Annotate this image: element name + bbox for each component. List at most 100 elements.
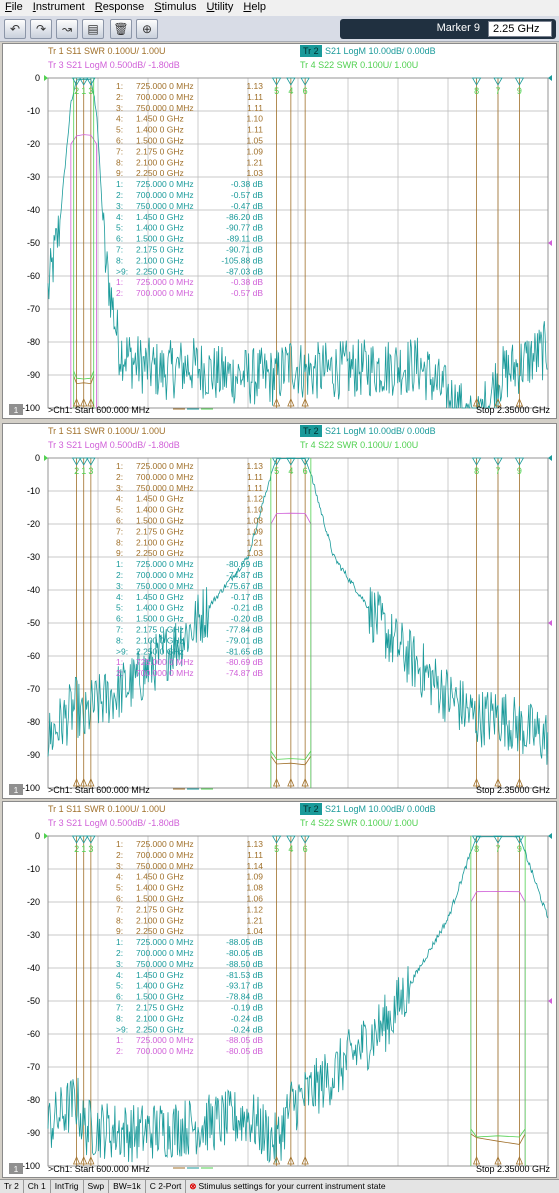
- marker-readout-index: 2:: [116, 190, 123, 200]
- marker-add-icon[interactable]: ↝: [56, 19, 78, 39]
- marker-readout-value: -93.17 dB: [226, 981, 263, 991]
- menu-instrument[interactable]: Instrument: [32, 1, 85, 13]
- menu-stimulus[interactable]: Stimulus: [154, 1, 197, 13]
- marker-readout-value: 1.06: [246, 894, 263, 904]
- marker-readout-frequency: 750.000 0 MHz: [136, 581, 194, 591]
- channel-window-3[interactable]: Tr 1 S11 SWR 0.100U/ 1.00U Tr 3 S21 LogM …: [2, 801, 557, 1178]
- marker-readout-value: 1.11: [247, 483, 263, 493]
- redo-icon[interactable]: ↷: [30, 19, 52, 39]
- marker-readout-frequency: 1.400 0 GHz: [136, 981, 184, 991]
- y-tick-label: 0: [35, 453, 40, 463]
- marker-readout-index: 8:: [116, 537, 123, 547]
- marker-readout-index: 9:: [116, 168, 123, 178]
- zoom-icon[interactable]: ⊕: [136, 19, 158, 39]
- channel-window-2[interactable]: Tr 1 S11 SWR 0.100U/ 1.00U Tr 3 S21 LogM …: [2, 423, 557, 799]
- status-cell[interactable]: Tr 2: [0, 1180, 24, 1193]
- marker-readout-value: 1.11: [247, 125, 263, 135]
- marker-value-input[interactable]: 2.25 GHz: [488, 21, 552, 37]
- status-cell[interactable]: IntTrig: [51, 1180, 84, 1193]
- marker-readout-value: -78.84 dB: [226, 992, 263, 1002]
- y-tick-label: -70: [27, 304, 40, 314]
- menu-response[interactable]: Response: [94, 1, 145, 13]
- marker-readout-frequency: 1.500 0 GHz: [136, 992, 184, 1002]
- marker-triangle-icon: [286, 835, 296, 844]
- y-tick-label: -90: [27, 1128, 40, 1138]
- y-tick-label: -40: [27, 585, 40, 595]
- marker-readout-value: -77.84 dB: [226, 625, 263, 635]
- marker-readout-frequency: 1.450 0 GHz: [136, 592, 184, 602]
- marker-readout-index: 2:: [116, 570, 123, 580]
- marker-triangle-icon: [86, 457, 96, 466]
- status-cell[interactable]: BW=1k: [109, 1180, 146, 1193]
- marker-readout-index: 1:: [116, 839, 123, 849]
- marker-readout-index: 7:: [116, 146, 123, 156]
- status-cell[interactable]: Ch 1: [24, 1180, 51, 1193]
- marker-triangle-icon: [272, 397, 281, 407]
- marker-triangle-icon: [471, 77, 482, 86]
- y-tick-label: 0: [35, 73, 40, 83]
- trace-2-badge-label: Tr 2: [303, 46, 319, 56]
- marker-control: Marker 9 2.25 GHz: [340, 19, 556, 39]
- marker-readout-frequency: 750.000 0 MHz: [136, 201, 194, 211]
- menu-utility[interactable]: Utility: [206, 1, 234, 13]
- marker-readout-index: 1:: [116, 81, 123, 91]
- y-tick-label: -30: [27, 552, 40, 562]
- menu-file[interactable]: File: [5, 1, 23, 13]
- marker-number: 1: [81, 86, 86, 96]
- y-tick-label: -100: [22, 783, 40, 793]
- undo-icon[interactable]: ↶: [4, 19, 26, 39]
- marker-readout-value: 1.05: [246, 136, 263, 146]
- marker-readout-frequency: 1.400 0 GHz: [136, 223, 184, 233]
- channel-plot: Tr 1 S11 SWR 0.100U/ 1.00U Tr 3 S21 LogM …: [3, 424, 556, 798]
- marker-readout-value: 1.21: [246, 915, 263, 925]
- marker-readout-index: 9:: [116, 926, 123, 936]
- marker-readout-value: -81.65 dB: [226, 646, 263, 656]
- channel-window-1[interactable]: Tr 1 S11 SWR 0.100U/ 1.00U Tr 3 S21 LogM …: [2, 43, 557, 419]
- marker-readout-value: 1.08: [246, 883, 263, 893]
- marker-triangle-icon: [514, 457, 525, 466]
- marker-readout-index: 6:: [116, 894, 123, 904]
- marker-readout-value: 1.13: [246, 839, 263, 849]
- status-cell[interactable]: C 2-Port: [146, 1180, 187, 1193]
- marker-readout-index: 2:: [116, 668, 123, 678]
- marker-number: 8: [474, 466, 479, 476]
- trash-icon[interactable]: 🗑: [110, 19, 132, 39]
- marker-triangle-icon: [472, 1155, 481, 1165]
- marker-readout-value: -0.21 dB: [231, 603, 263, 613]
- marker-triangle-icon: [494, 777, 502, 787]
- display-icon[interactable]: ▤: [82, 19, 104, 39]
- marker-readout-frequency: 1.450 0 GHz: [136, 114, 184, 124]
- y-tick-label: -90: [27, 750, 40, 760]
- y-tick-label: -70: [27, 1062, 40, 1072]
- marker-readout-index: 8:: [116, 635, 123, 645]
- ref-arrow-icon: [44, 75, 48, 81]
- marker-readout-value: 1.13: [246, 81, 263, 91]
- marker-triangle-icon: [287, 1155, 295, 1165]
- marker-readout-index: 3:: [116, 959, 123, 969]
- trace-3-label: Tr 3 S21 LogM 0.500dB/ -1.80dB: [48, 440, 180, 450]
- channel-number: 1: [14, 405, 19, 415]
- marker-readout-value: 1.11: [247, 103, 263, 113]
- marker-readout-value: 1.10: [246, 114, 263, 124]
- marker-number: 1: [81, 466, 86, 476]
- marker-readout-index: >9:: [116, 646, 128, 656]
- marker-readout-value: 1.10: [246, 505, 263, 515]
- status-cell[interactable]: Swp: [84, 1180, 110, 1193]
- marker-triangle-icon: [86, 77, 96, 86]
- marker-readout-frequency: 750.000 0 MHz: [136, 959, 194, 969]
- marker-triangle-icon: [79, 457, 89, 466]
- menu-help[interactable]: Help: [243, 1, 267, 13]
- marker-readout-index: 5:: [116, 883, 123, 893]
- stop-frequency: Stop 2.35000 GHz: [476, 405, 551, 415]
- marker-triangle-icon: [79, 77, 89, 86]
- marker-readout-frequency: 1.400 0 GHz: [136, 883, 184, 893]
- marker-triangle-icon: [493, 77, 503, 86]
- y-tick-label: -90: [27, 370, 40, 380]
- marker-number: 2: [74, 844, 79, 854]
- trace-2-badge: [300, 45, 322, 57]
- marker-readout-frequency: 700.000 0 MHz: [136, 288, 194, 298]
- marker-readout-value: -0.57 dB: [231, 288, 263, 298]
- marker-readout-index: 7:: [116, 904, 123, 914]
- marker-triangle-icon: [87, 1155, 95, 1165]
- marker-readout-value: -88.05 dB: [226, 937, 263, 947]
